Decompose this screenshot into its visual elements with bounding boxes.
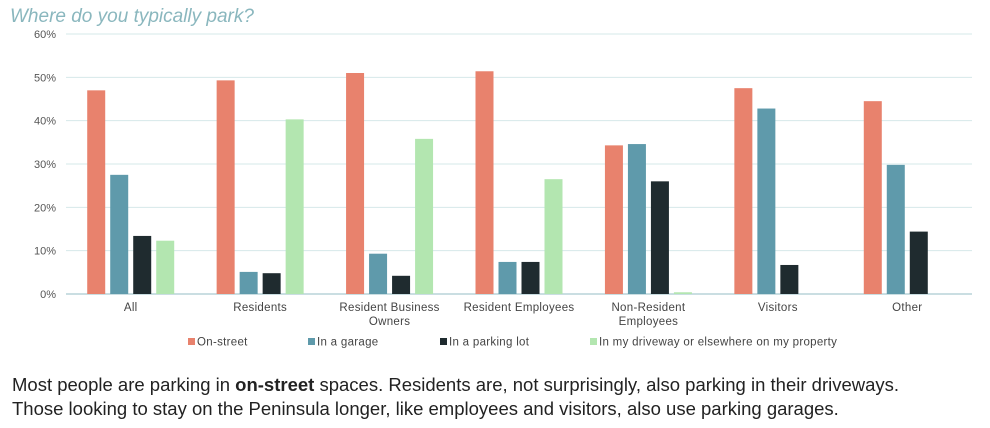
bar	[673, 292, 692, 294]
bar	[133, 235, 152, 294]
bar	[87, 90, 106, 294]
bar	[475, 71, 494, 295]
y-axis-ticks: 0% 10% 20% 30% 40% 50% 60%	[34, 29, 56, 301]
y-tick-label: 0%	[40, 289, 56, 301]
bar	[627, 144, 646, 294]
legend-label: In my driveway or elsewhere on my proper…	[599, 337, 837, 349]
bar	[346, 73, 365, 294]
legend-swatch	[440, 338, 447, 345]
x-tick-label: All	[124, 302, 138, 314]
y-tick-label: 40%	[34, 116, 56, 128]
x-tick-label: Owners	[369, 316, 410, 328]
legend: On-street In a garage In a parking lot In m…	[188, 337, 837, 349]
caption-line-1-post: spaces. Residents are, not surprisingly,…	[314, 374, 900, 395]
bar	[216, 80, 235, 294]
y-tick-label: 60%	[34, 29, 56, 41]
y-tick-label: 10%	[34, 246, 56, 258]
caption-line-1-bold: on-street	[235, 374, 315, 395]
bar	[498, 261, 517, 294]
x-tick-label: Resident Business	[339, 302, 439, 314]
caption-line-2: Those looking to stay on the Peninsula l…	[12, 398, 839, 419]
bar	[863, 101, 882, 295]
chart-title: Where do you typically park?	[10, 6, 254, 27]
x-tick-label: Residents	[233, 302, 287, 314]
bar	[650, 181, 669, 294]
bar	[521, 261, 540, 294]
bars	[87, 71, 928, 295]
bar	[262, 273, 281, 294]
bar	[415, 138, 434, 294]
bar	[369, 253, 388, 294]
y-tick-label: 30%	[34, 159, 56, 171]
legend-label: In a parking lot	[449, 337, 530, 349]
legend-swatch	[308, 338, 315, 345]
legend-swatch	[188, 338, 195, 345]
bar-chart: 0% 10% 20% 30% 40% 50% 60% All Residents Residen…	[34, 29, 972, 349]
bar	[886, 164, 905, 294]
bar	[780, 264, 799, 294]
bar	[285, 119, 304, 294]
x-tick-label: Visitors	[758, 302, 798, 314]
bar	[734, 88, 753, 295]
legend-label: On-street	[197, 337, 248, 349]
bar	[110, 174, 129, 294]
x-tick-label: Resident Employees	[464, 302, 575, 314]
bar	[757, 108, 776, 295]
bar	[604, 145, 623, 294]
x-axis-labels: All Residents Resident Business Owners Resid…	[124, 302, 922, 328]
gridlines	[66, 33, 972, 295]
y-tick-label: 20%	[34, 202, 56, 214]
bar	[239, 271, 258, 294]
bar	[544, 179, 563, 294]
y-tick-label: 50%	[34, 72, 56, 84]
caption-line-1: Most people are parking in on-street spa…	[12, 374, 899, 396]
caption-line-1-pre: Most people are parking in	[12, 374, 236, 395]
legend-label: In a garage	[317, 337, 379, 349]
bar	[156, 240, 175, 294]
legend-swatch	[590, 338, 597, 345]
x-tick-label: Other	[892, 302, 922, 314]
bar	[909, 231, 928, 294]
x-tick-label: Non-Resident	[611, 302, 685, 314]
x-tick-label: Employees	[619, 316, 679, 328]
bar	[392, 275, 411, 294]
